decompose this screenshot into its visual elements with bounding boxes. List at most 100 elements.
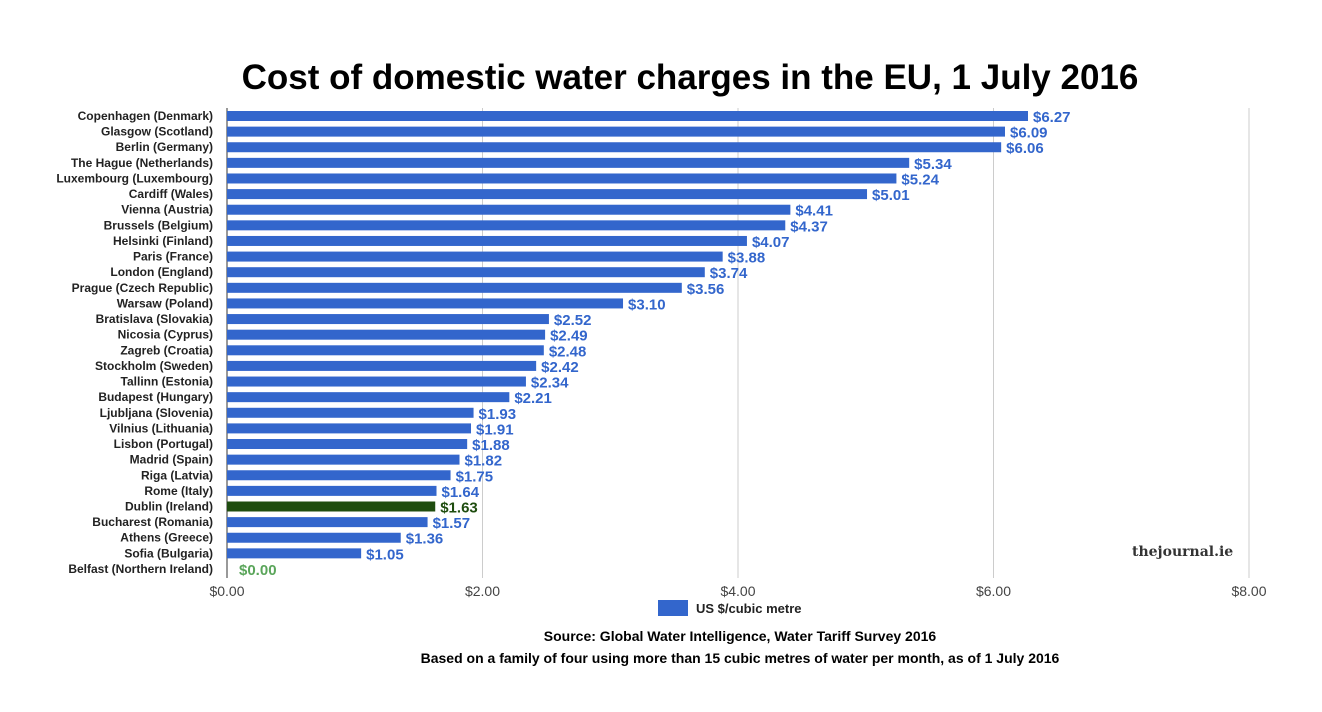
data-label: $1.57: [433, 515, 471, 532]
category-label: Budapest (Hungary): [98, 390, 213, 404]
data-label: $4.37: [790, 218, 828, 235]
data-label: $2.34: [531, 375, 569, 392]
bar: [227, 235, 747, 246]
bar: [227, 314, 549, 325]
category-label: Bratislava (Slovakia): [96, 312, 213, 326]
category-label: Berlin (Germany): [116, 140, 213, 154]
bar: [227, 407, 474, 418]
category-label: Sofia (Bulgaria): [124, 546, 213, 560]
category-label: Warsaw (Poland): [117, 296, 213, 310]
data-label: $6.27: [1033, 109, 1071, 126]
bar: [227, 501, 436, 512]
bar: [227, 439, 468, 450]
category-label: Paris (France): [133, 250, 213, 264]
data-label: $4.41: [795, 203, 833, 220]
bar: [227, 142, 1002, 153]
gridlines: [226, 108, 1250, 578]
category-label: Helsinki (Finland): [113, 234, 213, 248]
bar: [227, 267, 705, 278]
bar: [227, 360, 537, 371]
bar: [227, 220, 786, 231]
bar: [227, 485, 437, 496]
category-label: London (England): [110, 265, 213, 279]
data-label: $5.34: [914, 156, 952, 173]
bar: [227, 548, 362, 559]
bar: [227, 392, 510, 403]
bar: [227, 173, 897, 184]
data-label: $1.93: [479, 406, 517, 423]
category-label: Vilnius (Lithuania): [109, 421, 213, 435]
category-labels: Copenhagen (Denmark)Glasgow (Scotland)Be…: [56, 109, 213, 576]
x-axis-ticks: $0.00 $2.00 $4.00 $6.00 $8.00: [209, 583, 1266, 599]
source-note: Source: Global Water Intelligence, Water…: [543, 628, 937, 644]
data-label: $2.49: [550, 328, 588, 345]
category-label: Dublin (Ireland): [125, 500, 213, 514]
category-label: Glasgow (Scotland): [101, 125, 213, 139]
bar: [227, 157, 910, 168]
data-label: $1.63: [440, 500, 478, 517]
value-labels: $6.27$6.09$6.06 $5.34$5.24$5.01 $4.41$4.37…: [239, 109, 1071, 579]
x-tick-label: $8.00: [1231, 583, 1266, 599]
data-label: $1.36: [406, 531, 444, 548]
category-label: Stockholm (Sweden): [95, 359, 213, 373]
data-label: $1.05: [366, 546, 404, 563]
category-label: Athens (Greece): [120, 531, 213, 545]
bar: [227, 376, 526, 387]
bar: [227, 345, 544, 356]
data-label: $3.74: [710, 265, 748, 282]
category-label: Bucharest (Romania): [92, 515, 213, 529]
bar: [227, 282, 682, 293]
legend-swatch: [658, 600, 688, 616]
data-label: $0.00: [239, 562, 277, 579]
bar: [227, 423, 472, 434]
category-label: Zagreb (Croatia): [120, 343, 213, 357]
category-label: Nicosia (Cyprus): [118, 328, 213, 342]
category-label: Vienna (Austria): [121, 203, 213, 217]
data-label: $2.42: [541, 359, 579, 376]
data-label: $5.01: [872, 187, 910, 204]
data-label: $6.06: [1006, 140, 1044, 157]
chart-title: Cost of domestic water charges in the EU…: [241, 58, 1139, 97]
bar: [227, 532, 401, 543]
data-label: $1.88: [472, 437, 510, 454]
category-label: Cardiff (Wales): [129, 187, 213, 201]
bar: [227, 204, 791, 215]
legend-label: US $/cubic metre: [696, 600, 802, 616]
data-label: $1.75: [456, 468, 494, 485]
data-label: $1.82: [465, 453, 503, 470]
data-label: $2.48: [549, 343, 587, 360]
category-label: Luxembourg (Luxembourg): [56, 171, 213, 185]
category-label: Belfast (Northern Ireland): [68, 562, 213, 576]
bar: [227, 298, 624, 309]
bar: [227, 454, 460, 465]
bar: [227, 329, 546, 340]
footnote: Based on a family of four using more tha…: [420, 650, 1060, 666]
x-tick-label: $2.00: [465, 583, 500, 599]
x-tick-label: $4.00: [720, 583, 755, 599]
x-tick-label: $0.00: [209, 583, 244, 599]
category-label: Brussels (Belgium): [104, 218, 213, 232]
x-tick-label: $6.00: [976, 583, 1011, 599]
category-label: Copenhagen (Denmark): [78, 109, 213, 123]
bar: [227, 517, 428, 528]
bars: [227, 111, 1028, 559]
bar: [227, 189, 868, 200]
data-label: $2.52: [554, 312, 592, 329]
category-label: The Hague (Netherlands): [71, 156, 213, 170]
data-label: $4.07: [752, 234, 790, 251]
data-label: $3.88: [728, 250, 766, 267]
category-label: Lisbon (Portugal): [114, 437, 213, 451]
category-label: Rome (Italy): [144, 484, 213, 498]
bar: [227, 111, 1028, 121]
data-label: $5.24: [901, 171, 939, 188]
data-label: $6.09: [1010, 125, 1048, 142]
category-label: Tallinn (Estonia): [121, 375, 213, 389]
category-label: Prague (Czech Republic): [72, 281, 213, 295]
watermark-logo: thejournal.ie: [1132, 544, 1234, 560]
data-label: $3.10: [628, 296, 666, 313]
bar: [227, 126, 1005, 137]
data-label: $1.91: [476, 421, 514, 438]
data-label: $3.56: [687, 281, 725, 298]
category-label: Ljubljana (Slovenia): [100, 406, 213, 420]
